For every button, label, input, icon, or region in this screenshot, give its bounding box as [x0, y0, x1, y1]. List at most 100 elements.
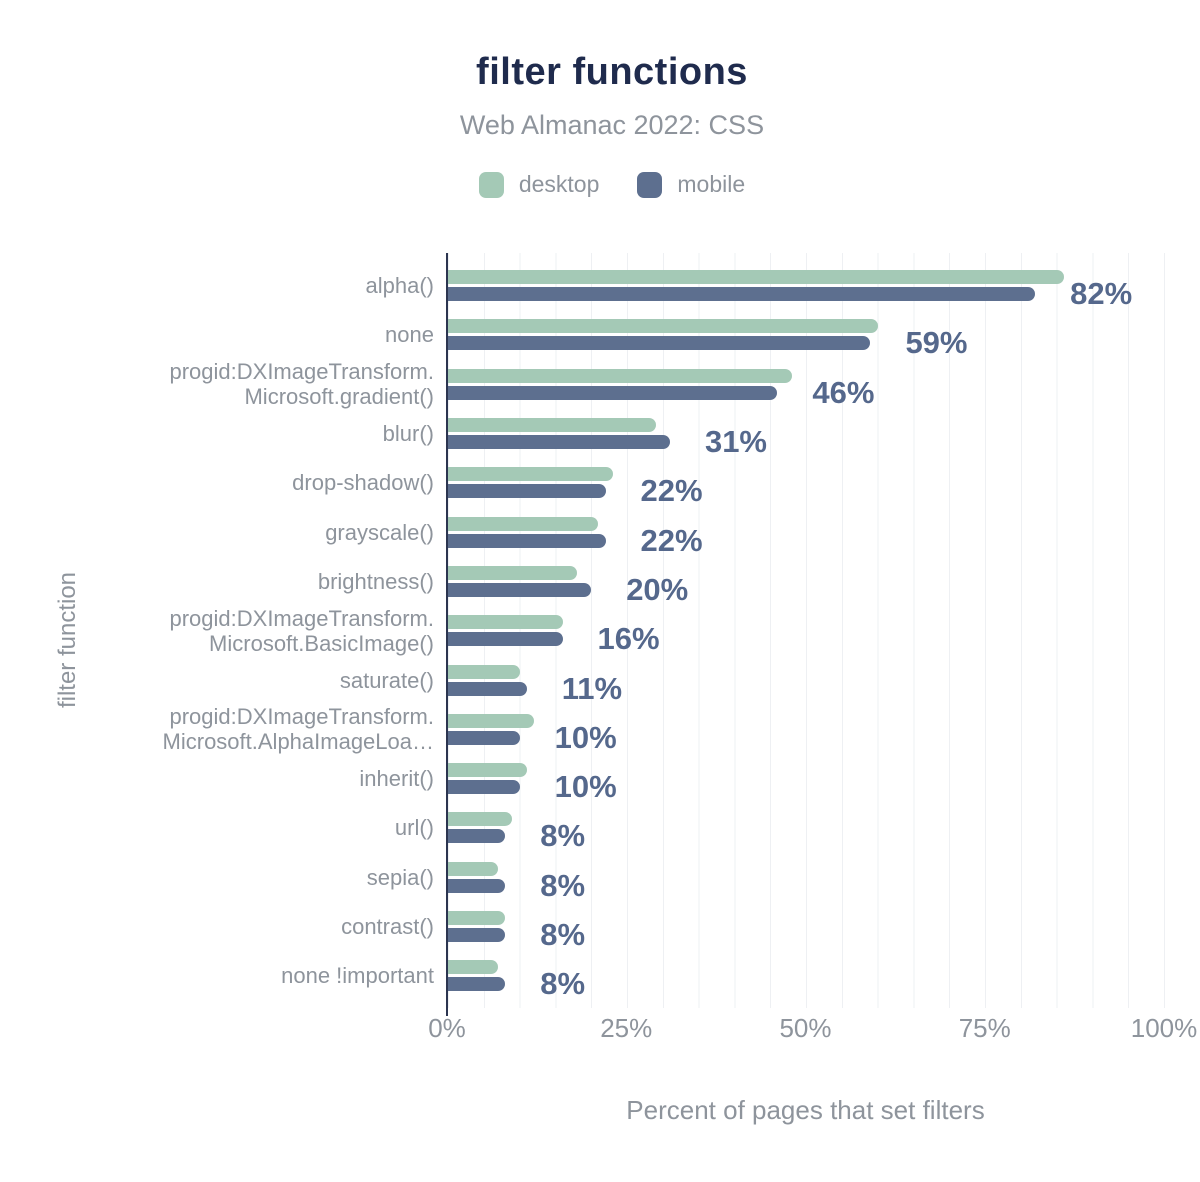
value-label: 8% [540, 818, 586, 854]
bar-mobile [448, 632, 563, 647]
category-label: contrast() [341, 914, 434, 939]
bar-mobile [448, 878, 506, 893]
bar-group: 11% [448, 664, 1164, 706]
value-label: 46% [812, 374, 875, 410]
bar-desktop [448, 467, 613, 482]
bar-desktop [448, 418, 656, 433]
bar-desktop [448, 960, 499, 975]
category-label: alpha() [365, 273, 434, 299]
value-label: 20% [626, 571, 689, 607]
bar-group: 22% [448, 467, 1164, 509]
category-label: brightness() [317, 568, 434, 594]
value-label: 59% [905, 325, 968, 361]
chart-row: drop-shadow() 22% [0, 458, 1200, 509]
bar-desktop [448, 565, 577, 580]
legend-label: mobile [677, 171, 746, 197]
chart-row: url() 8% [0, 803, 1200, 854]
chart-row: blur() 31% [0, 409, 1200, 460]
tick-label: 75% [958, 1013, 1011, 1043]
value-label: 8% [540, 867, 586, 903]
bar-group: 59% [448, 319, 1164, 361]
bar-mobile [448, 385, 778, 400]
chart-header: filter functions Web Almanac 2022: CSS d… [0, 50, 1200, 198]
category-label: grayscale() [325, 519, 434, 545]
category-label: progid:DXImageTransform. Microsoft.BasicI… [169, 605, 434, 656]
tick-label: 100% [1130, 1013, 1198, 1043]
chart-row: none 59% [0, 310, 1200, 361]
bar-desktop [448, 713, 534, 728]
bar-desktop [448, 664, 520, 679]
category-label: sepia() [366, 864, 434, 890]
chart-row: grayscale() 22% [0, 507, 1200, 558]
bar-group: 8% [448, 911, 1164, 952]
chart-row: progid:DXImageTransform. Microsoft.AlphaI… [0, 704, 1200, 755]
category-label: blur() [382, 421, 434, 447]
bar-group: 8% [448, 812, 1164, 854]
category-label: url() [394, 815, 434, 841]
category-label: none !important [281, 963, 434, 989]
bar-group: 10% [448, 763, 1164, 805]
bar-group: 8% [448, 960, 1164, 1002]
bar-mobile [448, 681, 527, 696]
legend-item-desktop: desktop [478, 171, 600, 198]
value-label: 82% [1070, 276, 1133, 312]
x-axis-title: Percent of pages that set filters [626, 1095, 985, 1125]
bar-mobile [448, 582, 592, 597]
legend-item-mobile: mobile [637, 171, 745, 198]
legend-swatch-desktop [478, 171, 504, 198]
value-label: 11% [561, 670, 623, 706]
value-label: 8% [540, 966, 586, 1002]
tick-label: 50% [779, 1013, 832, 1043]
bar-mobile [448, 977, 506, 992]
chart-subtitle: Web Almanac 2022: CSS [459, 110, 765, 140]
chart-row: sepia() 8% [0, 853, 1200, 903]
chart-row: contrast() 8% [0, 902, 1200, 952]
legend-label: desktop [518, 171, 600, 197]
bar-group: 10% [448, 713, 1164, 755]
bar-desktop [448, 812, 513, 827]
bar-mobile [448, 928, 506, 942]
chart-title: filter functions [476, 51, 748, 93]
bar-desktop [448, 270, 1064, 285]
bar-desktop [448, 861, 499, 876]
chart-row: saturate() 11% [0, 655, 1200, 706]
value-label: 10% [554, 769, 617, 805]
bar-desktop [448, 368, 792, 383]
bar-mobile [448, 435, 670, 450]
legend: desktop mobile [0, 171, 1200, 198]
value-label: 22% [640, 473, 703, 509]
value-label: 8% [540, 917, 586, 952]
chart-row: progid:DXImageTransform. Microsoft.gradie… [0, 359, 1200, 410]
value-label: 31% [704, 424, 767, 460]
bar-group: 82% [448, 270, 1164, 312]
bar-group: 16% [448, 615, 1164, 657]
bar-group: 46% [448, 368, 1164, 410]
bar-group: 22% [448, 516, 1164, 558]
chart-row: brightness() 20% [0, 557, 1200, 607]
chart-row: none !important 8% [0, 951, 1200, 1002]
bar-mobile [448, 829, 506, 844]
bar-desktop [448, 516, 599, 531]
category-label: none [385, 322, 434, 348]
tick-label: 25% [600, 1013, 653, 1043]
bar-mobile [448, 336, 871, 351]
category-label: drop-shadow() [292, 470, 434, 496]
value-label: 22% [640, 522, 703, 558]
chart-row: progid:DXImageTransform. Microsoft.BasicI… [0, 605, 1200, 657]
bar-desktop [448, 615, 563, 630]
bar-mobile [448, 533, 606, 548]
bar-desktop [448, 319, 878, 334]
bar-desktop [448, 763, 527, 778]
bar-mobile [448, 287, 1036, 302]
value-label: 16% [597, 621, 660, 657]
bar-desktop [448, 911, 506, 925]
y-axis-line [446, 253, 448, 1016]
category-label: inherit() [359, 766, 434, 792]
value-label: 10% [554, 719, 617, 755]
bar-mobile [448, 730, 520, 745]
bar-group: 31% [448, 418, 1164, 460]
bar-mobile [448, 484, 606, 499]
category-label: saturate() [339, 667, 434, 693]
chart-row: alpha() 82% [0, 261, 1200, 312]
category-label: progid:DXImageTransform. Microsoft.gradie… [169, 359, 434, 410]
